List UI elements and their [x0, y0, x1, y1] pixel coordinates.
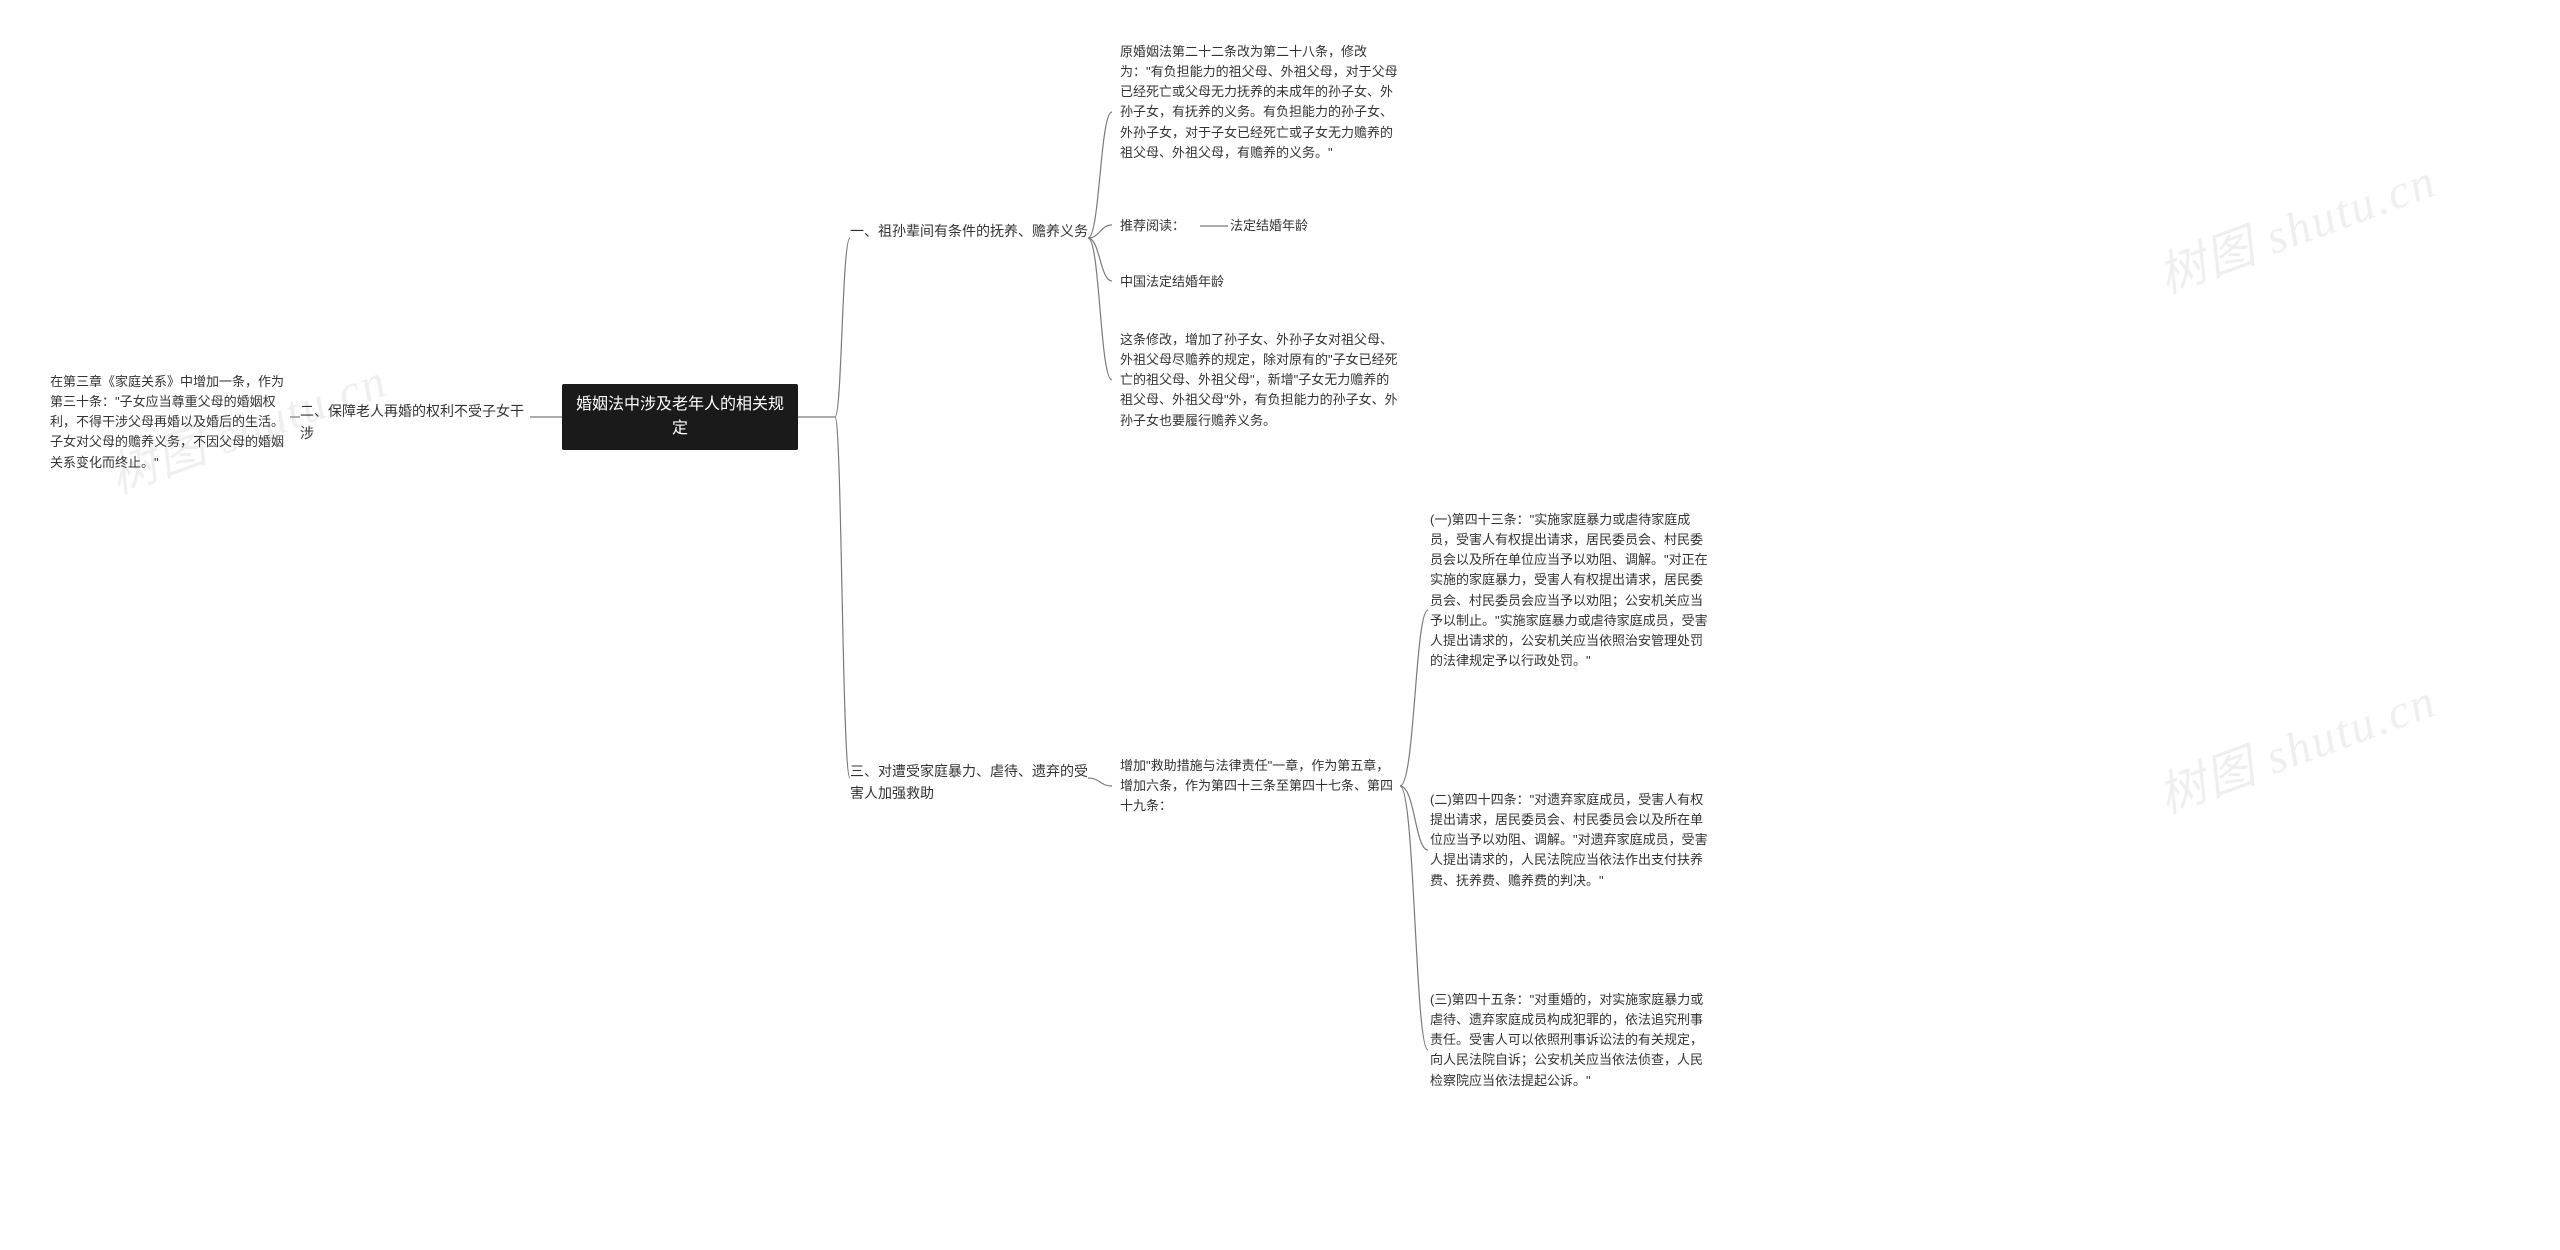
branch-1-leaf-2: 推荐阅读：	[1120, 216, 1210, 236]
branch-3-leaf-1: 增加"救助措施与法律责任"一章，作为第五章，增加六条，作为第四十三条至第四十七条…	[1120, 756, 1400, 816]
leaf-text: (三)第四十五条："对重婚的，对实施家庭暴力或虐待、遗弃家庭成员构成犯罪的，依法…	[1430, 992, 1703, 1088]
branch-1-leaf-4: 这条修改，增加了孙子女、外孙子女对祖父母、外祖父母尽赡养的规定，除对原有的"子女…	[1120, 330, 1400, 431]
branch-1-leaf-1: 原婚姻法第二十二条改为第二十八条，修改为："有负担能力的祖父母、外祖父母，对于父…	[1120, 42, 1400, 163]
watermark: 树图 shutu.cn	[2143, 133, 2445, 311]
leaf-text: 推荐阅读：	[1120, 218, 1185, 233]
root-label: 婚姻法中涉及老年人的相关规定	[576, 393, 784, 441]
leaf-text: (二)第四十四条："对遗弃家庭成员，受害人有权提出请求，居民委员会、村民委员会以…	[1430, 792, 1708, 888]
branch-1-leaf-2-1: 法定结婚年龄	[1230, 216, 1340, 236]
branch-3-leaf-1-2: (二)第四十四条："对遗弃家庭成员，受害人有权提出请求，居民委员会、村民委员会以…	[1430, 790, 1710, 891]
leaf-text: 在第三章《家庭关系》中增加一条，作为第三十条："子女应当尊重父母的婚姻权利，不得…	[50, 374, 284, 470]
branch-2-leaf-1: 在第三章《家庭关系》中增加一条，作为第三十条："子女应当尊重父母的婚姻权利，不得…	[50, 372, 290, 473]
leaf-text: 中国法定结婚年龄	[1120, 274, 1224, 289]
branch-2: 二、保障老人再婚的权利不受子女干涉	[300, 400, 530, 445]
branch-3-leaf-1-1: (一)第四十三条："实施家庭暴力或虐待家庭成员，受害人有权提出请求，居民委员会、…	[1430, 510, 1710, 671]
leaf-text: (一)第四十三条："实施家庭暴力或虐待家庭成员，受害人有权提出请求，居民委员会、…	[1430, 512, 1708, 668]
leaf-text: 这条修改，增加了孙子女、外孙子女对祖父母、外祖父母尽赡养的规定，除对原有的"子女…	[1120, 332, 1398, 428]
branch-3: 三、对遭受家庭暴力、虐待、遗弃的受害人加强救助	[850, 760, 1088, 805]
leaf-text: 法定结婚年龄	[1230, 218, 1308, 233]
connectors-svg	[0, 0, 2560, 1250]
leaf-text: 增加"救助措施与法律责任"一章，作为第五章，增加六条，作为第四十三条至第四十七条…	[1120, 758, 1393, 813]
watermark: 树图 shutu.cn	[2143, 653, 2445, 831]
branch-3-label: 三、对遭受家庭暴力、虐待、遗弃的受害人加强救助	[850, 763, 1088, 801]
branch-1-leaf-3: 中国法定结婚年龄	[1120, 272, 1260, 292]
branch-1: 一、祖孙辈间有条件的抚养、赡养义务	[850, 220, 1088, 242]
branch-2-label: 二、保障老人再婚的权利不受子女干涉	[300, 403, 524, 441]
leaf-text: 原婚姻法第二十二条改为第二十八条，修改为："有负担能力的祖父母、外祖父母，对于父…	[1120, 44, 1398, 160]
branch-1-label: 一、祖孙辈间有条件的抚养、赡养义务	[850, 223, 1088, 239]
mindmap-root: 婚姻法中涉及老年人的相关规定	[562, 384, 798, 450]
branch-3-leaf-1-3: (三)第四十五条："对重婚的，对实施家庭暴力或虐待、遗弃家庭成员构成犯罪的，依法…	[1430, 990, 1710, 1091]
